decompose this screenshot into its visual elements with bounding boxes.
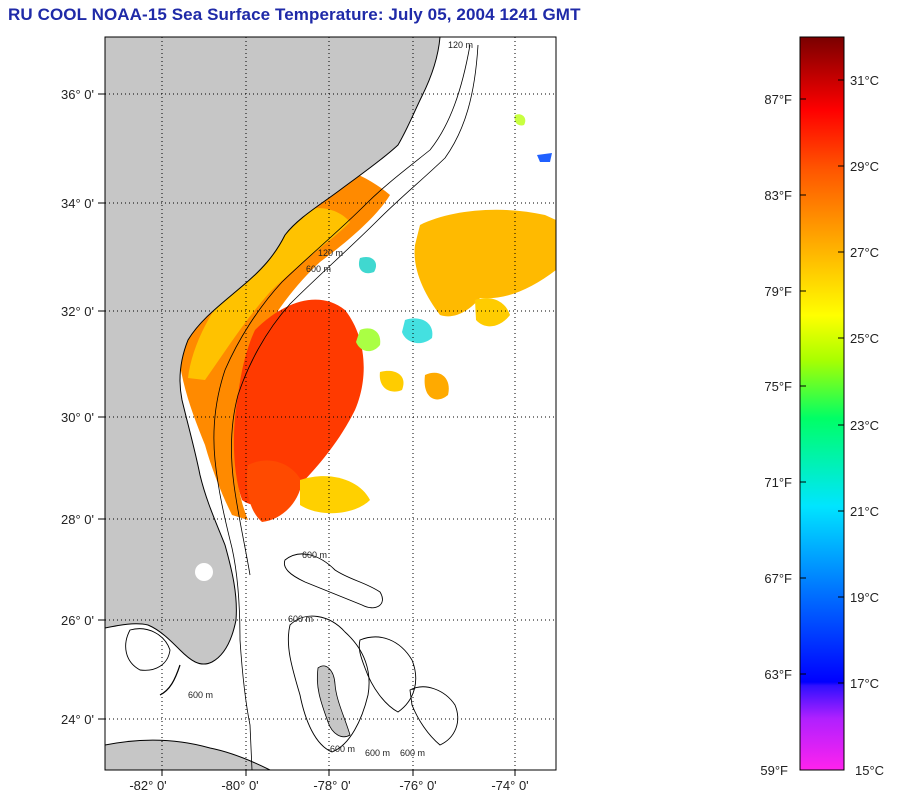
sst-coastal-yellow bbox=[188, 208, 350, 380]
lat-label: 28° 0' bbox=[61, 512, 94, 527]
contour-label: 600 m bbox=[306, 264, 331, 274]
contour-label: 600 m bbox=[365, 748, 390, 758]
contour-label: 600 m bbox=[302, 550, 327, 560]
sst-patch-cyan-2 bbox=[358, 256, 377, 274]
sst-coastal-orange bbox=[180, 168, 390, 520]
fahrenheit-label: 79°F bbox=[764, 284, 792, 299]
contour-label: 600 m bbox=[400, 748, 425, 758]
colorbar-ticks-left bbox=[800, 98, 806, 675]
celsius-label: 15°C bbox=[855, 763, 884, 778]
colorbar: 87°F 83°F 79°F 75°F 71°F 67°F 63°F 59°F … bbox=[760, 36, 884, 778]
sst-field bbox=[180, 114, 556, 522]
us-landmass bbox=[105, 37, 441, 665]
lat-label: 26° 0' bbox=[61, 613, 94, 628]
celsius-label: 25°C bbox=[850, 331, 879, 346]
lon-label: -82° 0' bbox=[129, 778, 166, 793]
bahamas bbox=[125, 553, 459, 753]
lon-label: -80° 0' bbox=[221, 778, 258, 793]
contour-label: 120 m bbox=[448, 40, 473, 50]
celsius-labels: 31°C 29°C 27°C 25°C 23°C 21°C 19°C 17°C … bbox=[850, 73, 884, 778]
fahrenheit-label: 71°F bbox=[764, 475, 792, 490]
contour-label: 600 m bbox=[188, 690, 213, 700]
sst-patch-blue bbox=[537, 153, 552, 162]
contour-labels: 120 m 120 m 600 m 600 m 600 m 600 m 600 … bbox=[188, 40, 473, 758]
lat-label: 24° 0' bbox=[61, 712, 94, 727]
lon-label: -78° 0' bbox=[313, 778, 350, 793]
celsius-label: 23°C bbox=[850, 418, 879, 433]
fahrenheit-label: 67°F bbox=[764, 571, 792, 586]
lat-label: 34° 0' bbox=[61, 196, 94, 211]
sst-patch-green bbox=[356, 328, 381, 352]
fahrenheit-label: 59°F bbox=[760, 763, 788, 778]
celsius-label: 21°C bbox=[850, 504, 879, 519]
fahrenheit-label: 87°F bbox=[764, 92, 792, 107]
latitude-labels: 36° 0' 34° 0' 32° 0' 30° 0' 28° 0' 26° 0… bbox=[61, 87, 94, 727]
contour-label: 600 m bbox=[288, 614, 313, 624]
colorbar-gradient bbox=[799, 36, 845, 771]
contour-label: 120 m bbox=[318, 248, 343, 258]
map-panel: 120 m 120 m 600 m 600 m 600 m 600 m 600 … bbox=[61, 36, 557, 793]
contour-label: 600 m bbox=[330, 744, 355, 754]
sst-red-core bbox=[233, 299, 364, 506]
map-frame bbox=[104, 36, 557, 771]
fahrenheit-labels: 87°F 83°F 79°F 75°F 71°F 67°F 63°F 59°F bbox=[760, 92, 792, 778]
fahrenheit-label: 75°F bbox=[764, 379, 792, 394]
depth-contours bbox=[213, 44, 479, 770]
lon-label: -74° 0' bbox=[491, 778, 528, 793]
celsius-label: 27°C bbox=[850, 245, 879, 260]
sst-offshore-yellow bbox=[414, 209, 556, 317]
sst-offshore-yellow-2 bbox=[475, 298, 510, 327]
lat-label: 30° 0' bbox=[61, 410, 94, 425]
sst-red-south bbox=[246, 460, 302, 522]
sst-patch-yellow-sw bbox=[300, 476, 370, 514]
sst-patch-orange-se bbox=[424, 372, 449, 400]
lat-label: 32° 0' bbox=[61, 304, 94, 319]
contour-120m bbox=[213, 44, 471, 770]
map-title: RU COOL NOAA-15 Sea Surface Temperature:… bbox=[8, 5, 581, 24]
sst-patch-yellow-nc bbox=[514, 114, 526, 126]
sst-patch-yellow-se bbox=[379, 370, 404, 392]
cuba-landmass bbox=[105, 739, 271, 770]
longitude-labels: -82° 0' -80° 0' -78° 0' -76° 0' -74° 0' bbox=[129, 778, 528, 793]
celsius-label: 29°C bbox=[850, 159, 879, 174]
celsius-label: 19°C bbox=[850, 590, 879, 605]
contour-600m bbox=[230, 44, 479, 576]
colorbar-ticks-right bbox=[838, 79, 844, 684]
celsius-label: 17°C bbox=[850, 676, 879, 691]
lon-label: -76° 0' bbox=[399, 778, 436, 793]
map-ticks bbox=[98, 93, 516, 776]
lat-label: 36° 0' bbox=[61, 87, 94, 102]
celsius-label: 31°C bbox=[850, 73, 879, 88]
fahrenheit-label: 83°F bbox=[764, 188, 792, 203]
fahrenheit-label: 63°F bbox=[764, 667, 792, 682]
lake-okeechobee bbox=[195, 563, 213, 581]
sst-patch-cyan bbox=[402, 318, 433, 344]
